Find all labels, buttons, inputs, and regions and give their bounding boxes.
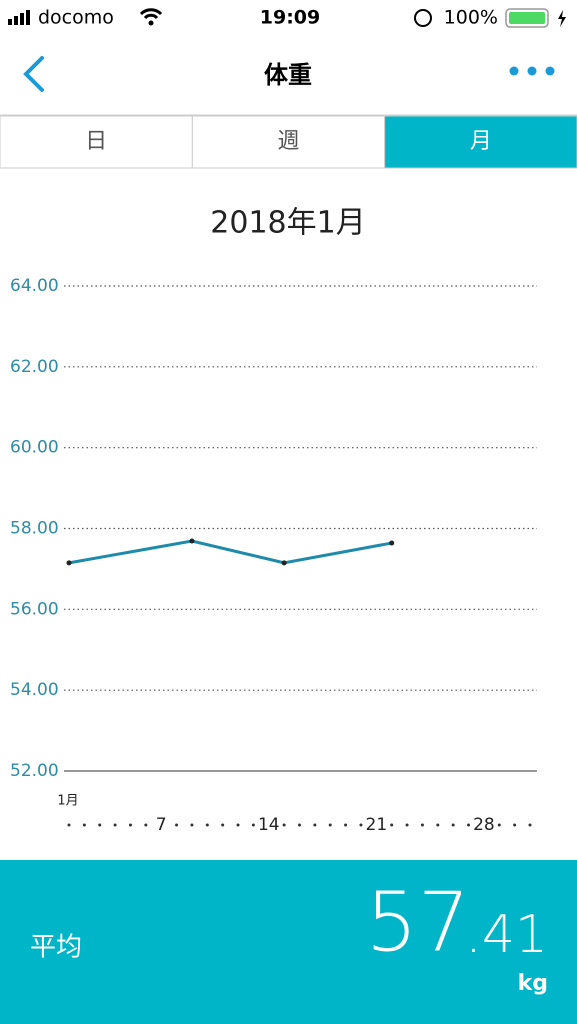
summary-value-integer: 57 [366, 876, 470, 971]
day-dot [420, 823, 424, 827]
weight-line [68, 539, 392, 565]
day-dot [528, 823, 532, 827]
weight-point [281, 560, 287, 566]
y-tick-label: 58.00 [10, 519, 59, 539]
y-tick-label: 64.00 [10, 276, 59, 296]
more-button[interactable] [509, 66, 555, 76]
day-dot [236, 823, 240, 827]
day-dot [436, 823, 440, 827]
clock: 19:09 [260, 7, 320, 29]
battery-text: 100% [444, 7, 498, 29]
day-dot [113, 823, 117, 827]
signal-icon [8, 10, 30, 25]
day-dot [344, 823, 348, 827]
chart-title: 2018年1月 [210, 206, 365, 241]
day-dot [128, 823, 132, 827]
day-dot [205, 823, 209, 827]
weight-point [66, 560, 72, 566]
day-dot [251, 823, 255, 827]
day-dot [359, 823, 363, 827]
y-tick-label: 60.00 [10, 438, 59, 458]
tab-label: 月 [470, 129, 492, 154]
summary-label: 平均 [30, 933, 82, 963]
tab[interactable] [384, 115, 577, 169]
weight-point [189, 538, 195, 544]
nav-title: 体重 [264, 61, 312, 89]
tab-label: 日 [85, 129, 107, 154]
day-dot [328, 823, 332, 827]
y-tick-label: 62.00 [10, 357, 59, 377]
day-dot [390, 823, 394, 827]
day-dot [144, 823, 148, 827]
weight-point [389, 540, 395, 546]
carrier: docomo [38, 7, 114, 29]
day-dot [67, 823, 71, 827]
y-tick-label: 54.00 [10, 680, 59, 700]
rotation-lock-icon [414, 9, 432, 27]
day-dot [82, 823, 86, 827]
tab[interactable] [191, 115, 386, 169]
back-button[interactable] [23, 56, 44, 92]
charging-icon [558, 10, 566, 27]
x-tick-label: 7 [156, 815, 167, 835]
day-dot [221, 823, 225, 827]
battery-level [509, 12, 545, 24]
day-dot [298, 823, 301, 827]
day-dot [190, 823, 194, 827]
day-dot [467, 823, 471, 827]
y-tick-label: 56.00 [10, 599, 59, 619]
x-tick-label: 14 [258, 815, 280, 835]
battery-frame [505, 8, 549, 28]
tab-label: 週 [277, 129, 299, 154]
wifi-icon [139, 8, 163, 20]
wifi-dot [148, 20, 154, 26]
day-dot [313, 823, 317, 827]
day-dot [175, 823, 179, 827]
x-tick-label: 21 [366, 815, 388, 835]
summary-panel [0, 860, 577, 1024]
day-dot [282, 823, 286, 827]
summary-value-decimal: .41 [465, 905, 548, 965]
day-dot [451, 823, 455, 827]
x-axis-label: 1月 [57, 794, 78, 809]
day-dot [513, 823, 517, 827]
day-dot [98, 823, 102, 827]
x-tick-label: 28 [473, 815, 495, 835]
y-tick-label: 52.00 [10, 761, 59, 781]
day-dot [497, 823, 501, 827]
summary-unit: kg [518, 971, 548, 996]
day-dot [405, 823, 409, 827]
